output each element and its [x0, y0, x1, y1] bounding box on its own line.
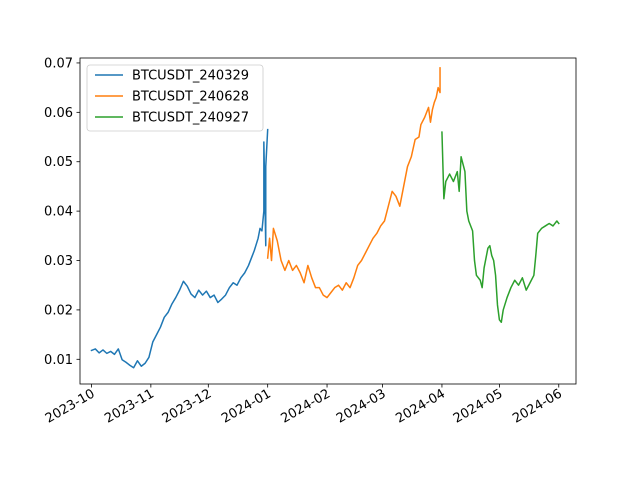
x-tick-label: 2024-02: [278, 386, 333, 426]
legend-box: [86, 64, 264, 132]
x-tick-label: 2024-05: [451, 386, 506, 426]
x-axis: 2023-10 2023-11 2023-12 2024-01 2024-02 2024-…: [43, 384, 565, 427]
series-line-3: [441, 131, 560, 324]
plot-lines: [90, 67, 560, 369]
legend: BTCUSDT_240329 BTCUSDT_240628 BTCUSDT_2409…: [86, 64, 264, 132]
y-tick-label: 0.04: [44, 205, 73, 220]
x-tick-label: 2024-04: [393, 386, 448, 426]
legend-label-1: BTCUSDT_240329: [132, 69, 249, 84]
y-axis: 0.01 0.02 0.03 0.04 0.05 0.06 0.07: [44, 56, 80, 368]
x-tick-label: 2024-01: [219, 386, 274, 426]
y-tick-label: 0.03: [44, 254, 73, 269]
legend-label-2: BTCUSDT_240628: [132, 90, 249, 105]
plot-frame: [79, 57, 577, 385]
y-tick-label: 0.01: [44, 353, 73, 368]
series-line-1: [90, 128, 269, 369]
legend-label-3: BTCUSDT_240927: [132, 111, 249, 126]
x-tick-label: 2023-12: [160, 386, 215, 426]
y-tick-label: 0.05: [44, 155, 73, 170]
x-tick-label: 2023-10: [43, 386, 98, 426]
y-tick-label: 0.06: [44, 106, 73, 121]
x-tick-label: 2023-11: [102, 386, 157, 426]
y-tick-label: 0.07: [44, 56, 73, 71]
x-tick-label: 2024-03: [334, 386, 389, 426]
x-tick-label: 2024-06: [510, 386, 565, 426]
series-line-2: [266, 67, 441, 299]
y-tick-label: 0.02: [44, 303, 73, 318]
